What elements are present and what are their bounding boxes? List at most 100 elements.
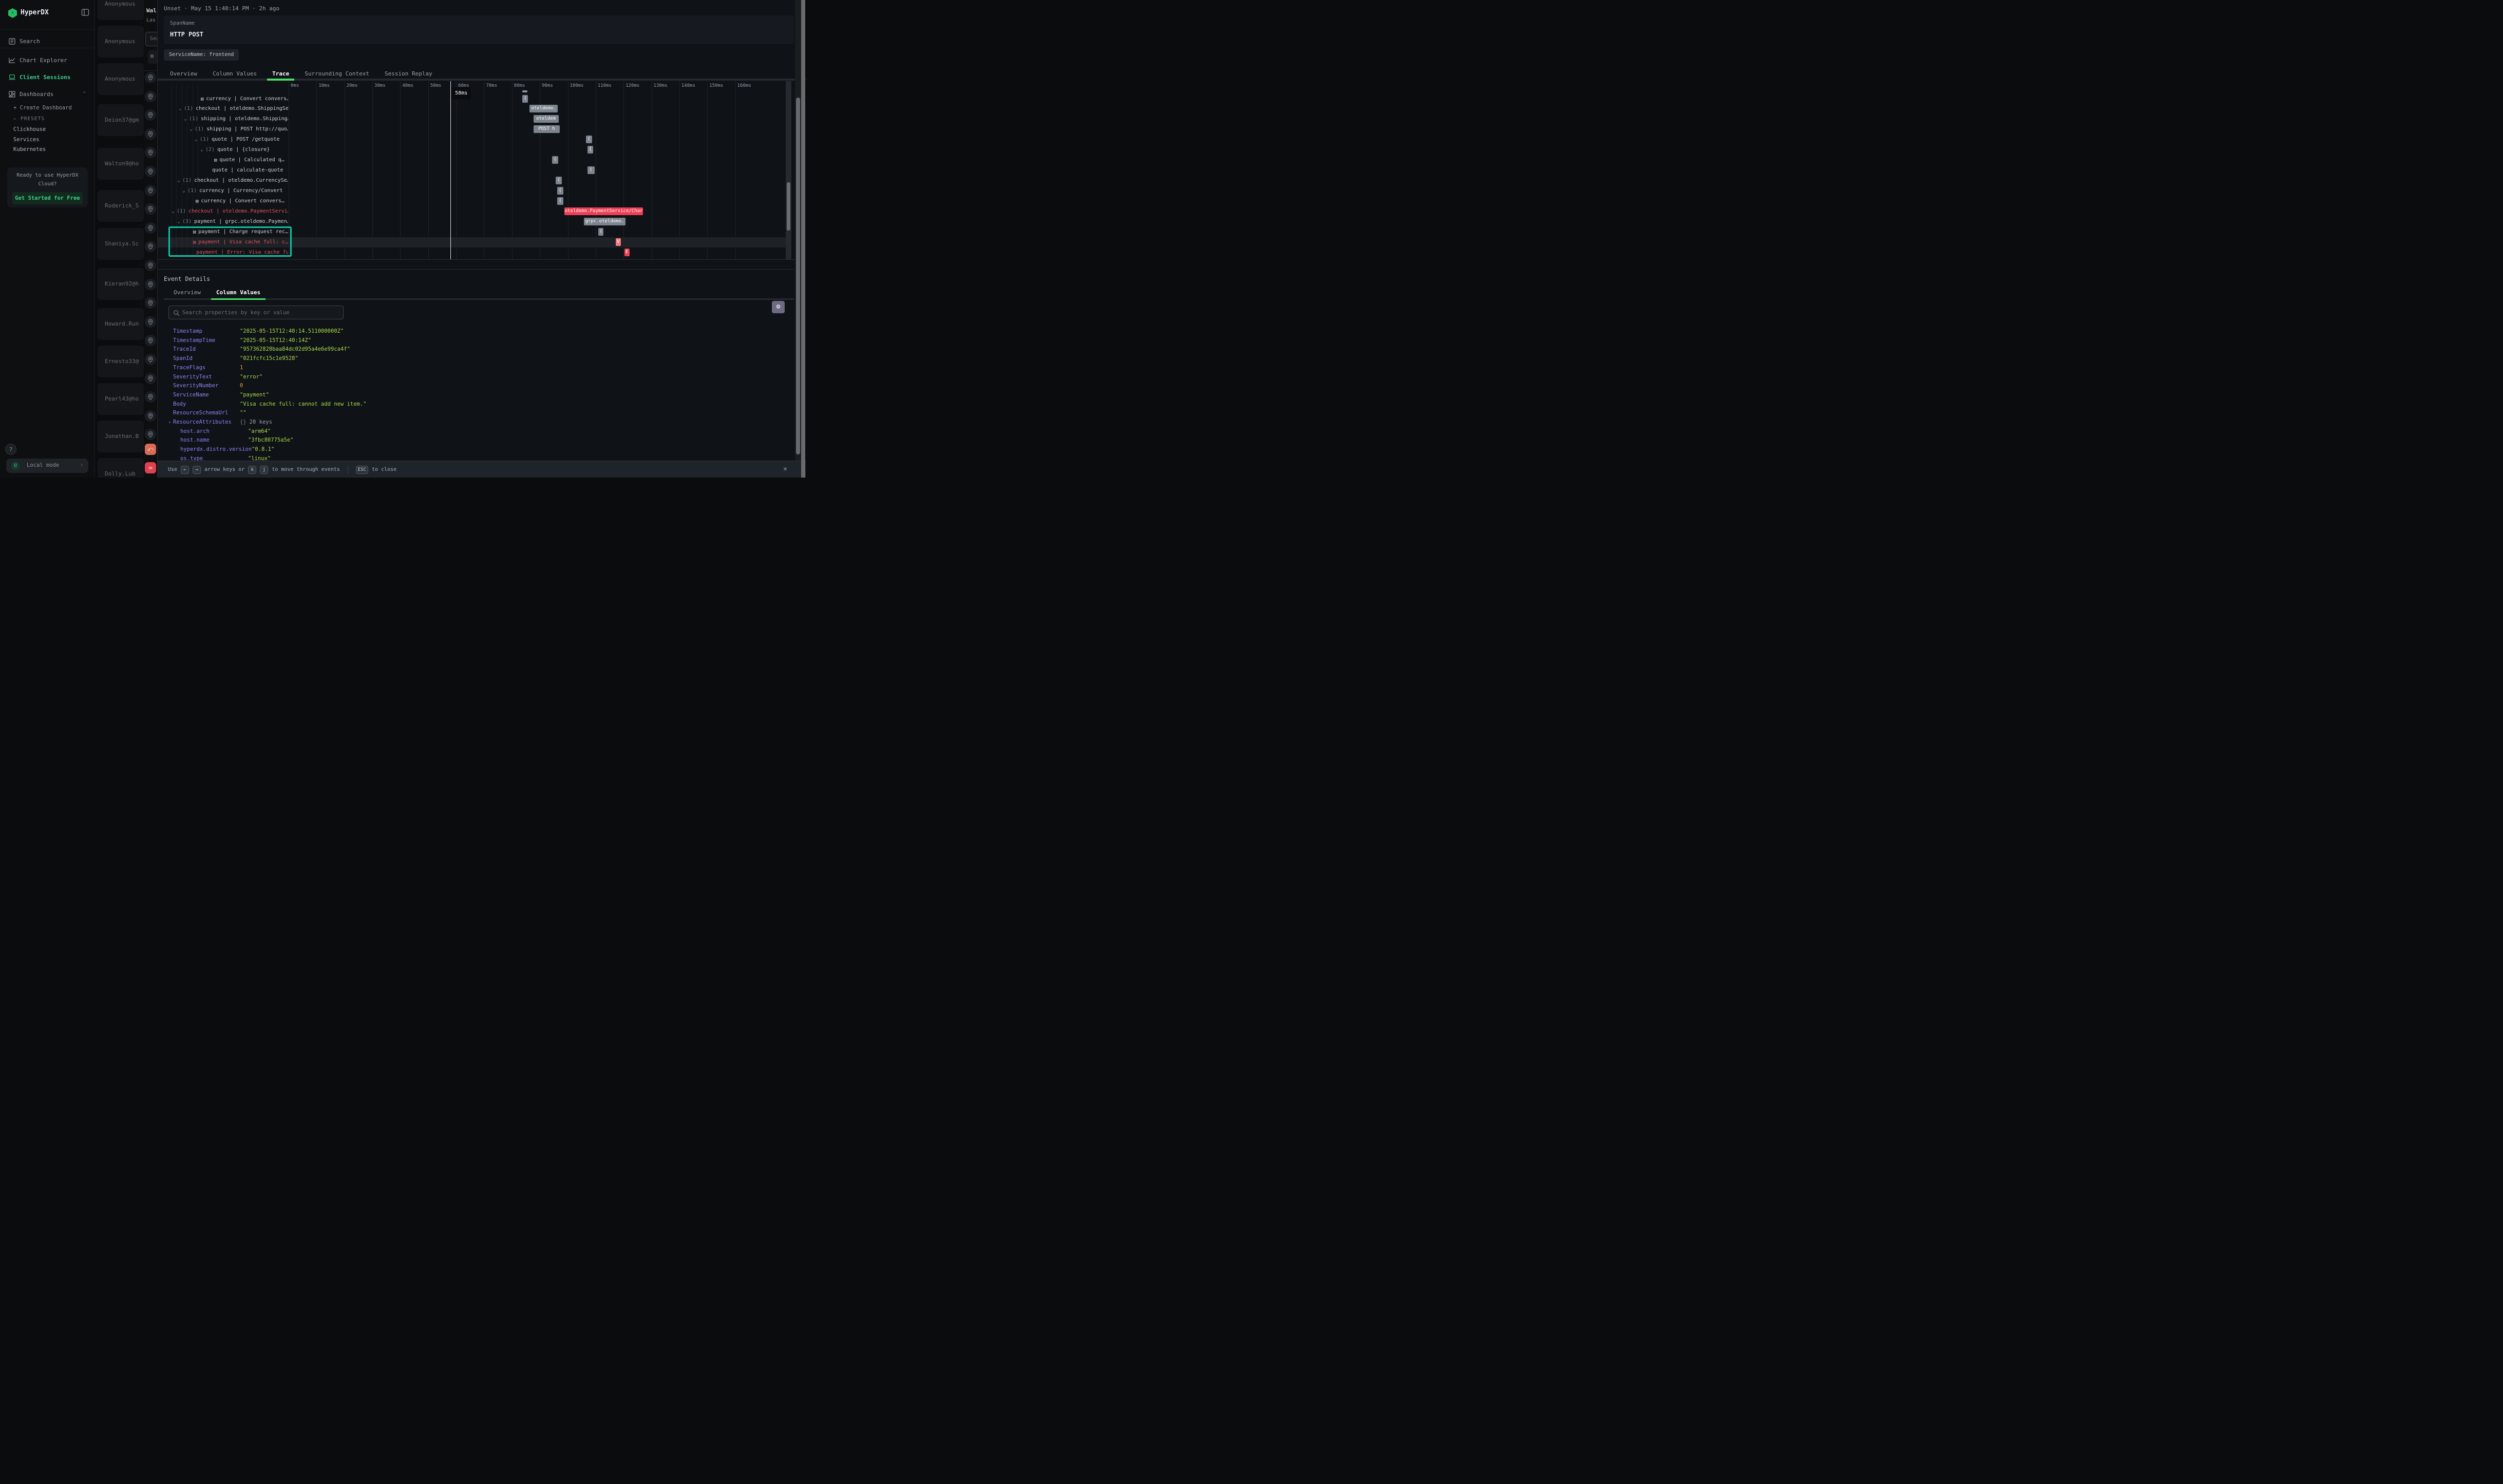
property-search-input[interactable]	[182, 307, 336, 318]
session-pin-icon[interactable]	[145, 297, 156, 309]
session-pin-icon[interactable]	[145, 109, 156, 121]
tab-column-values[interactable]: Column Values	[216, 289, 261, 296]
kv-key[interactable]: os.type	[180, 455, 203, 462]
trace-row[interactable]: ⌄ (3) payment | grpc.oteldemo.Paymen…	[158, 217, 288, 227]
get-started-button[interactable]: Get Started for Free	[12, 192, 83, 204]
session-card[interactable]: Howard.Run	[98, 308, 144, 340]
session-card[interactable]: Deion37@gm	[98, 104, 144, 136]
create-dashboard-button[interactable]: + Create Dashboard	[13, 105, 72, 111]
trace-row[interactable]: ▤ quote | Calculated q…	[158, 155, 288, 165]
session-pin-icon[interactable]	[145, 147, 156, 159]
session-pin-icon[interactable]	[145, 354, 156, 365]
sidebar-item-dashboards[interactable]: Dashboards ⌃	[0, 87, 95, 102]
trace-span-bar[interactable]: {	[587, 146, 594, 154]
session-card[interactable]: Roderick_S	[98, 190, 144, 222]
trace-row[interactable]: ⌄ (1) checkout | oteldemo.PaymentServi…	[158, 206, 288, 217]
session-filter-button[interactable]: H	[148, 50, 157, 64]
trace-span-bar[interactable]: POST h	[533, 125, 560, 134]
session-pin-icon[interactable]	[145, 241, 156, 253]
kv-key[interactable]: hyperdx.distro.version	[180, 446, 252, 453]
trace-span-bar[interactable]: oteldemo.	[529, 105, 558, 113]
kv-key[interactable]: SeverityNumber	[173, 383, 219, 389]
session-card[interactable]: Walton9@ho	[98, 148, 144, 180]
session-card[interactable]: Anonymous	[98, 63, 144, 95]
session-card[interactable]: Kieran92@h	[98, 268, 144, 300]
trace-span-bar[interactable]: (	[598, 227, 604, 236]
modal-scrollbar-thumb[interactable]	[796, 98, 800, 454]
trace-span-bar[interactable]: (	[557, 197, 563, 205]
trace-scrollbar-thumb[interactable]	[787, 182, 790, 231]
trace-row[interactable]: ▤ payment | Charge request rec…	[158, 227, 288, 237]
session-card[interactable]: Anonymous	[98, 26, 144, 58]
chevron-down-icon[interactable]: ⌄	[177, 218, 181, 224]
kv-key[interactable]: host.name	[180, 437, 210, 444]
session-pin-icon[interactable]	[145, 335, 156, 347]
close-icon[interactable]: ✕	[783, 465, 787, 473]
service-name-chip[interactable]: ServiceName: frontend	[164, 49, 239, 61]
session-pin-icon[interactable]	[145, 278, 156, 290]
trace-row[interactable]: ⌄ (2) quote | {closure}	[158, 145, 288, 155]
trace-span-bar[interactable]: oteldem	[533, 115, 559, 123]
kv-key[interactable]: TimestampTime	[173, 337, 216, 344]
chevron-down-icon[interactable]: ⌄	[172, 208, 175, 214]
sidebar-item-chart-explorer[interactable]: Chart Explorer	[0, 53, 95, 68]
kbd-j[interactable]: j	[260, 465, 269, 474]
session-pin-icon[interactable]	[145, 260, 156, 271]
kv-key[interactable]: ResourceSchemaUrl	[173, 410, 229, 416]
session-pin-icon[interactable]	[145, 222, 156, 234]
kbd-→[interactable]: →	[193, 465, 201, 474]
kv-key[interactable]: ResourceAttributes ▾	[168, 418, 240, 427]
kv-key[interactable]: Timestamp	[173, 328, 202, 334]
chevron-down-icon[interactable]: ⌄	[200, 147, 204, 153]
kv-key[interactable]: SeverityText	[173, 373, 212, 380]
preset-item-clickhouse[interactable]: Clickhouse	[0, 126, 95, 138]
session-pin-icon[interactable]	[145, 90, 156, 102]
kbd-ESC[interactable]: ESC	[355, 465, 369, 474]
session-pin-icon[interactable]	[145, 166, 156, 177]
kbd-k[interactable]: k	[248, 465, 257, 474]
kv-key[interactable]: SpanId	[173, 355, 193, 362]
session-card[interactable]: Anonymous	[98, 0, 144, 20]
chevron-down-icon[interactable]: ⌄	[184, 116, 187, 122]
sidebar-item-search[interactable]: Search	[0, 34, 95, 49]
chevron-down-icon[interactable]: ⌄	[189, 126, 193, 132]
session-pin-icon[interactable]	[145, 372, 156, 384]
collapse-triangle-icon[interactable]: ▾	[168, 420, 171, 425]
kbd-←[interactable]: ←	[181, 465, 189, 474]
trace-row[interactable]: ⌄ (1) currency | Currency/Convert	[158, 186, 288, 196]
tab-session-replay[interactable]: Session Replay	[385, 70, 432, 77]
chevron-down-icon[interactable]: ⌄	[182, 188, 186, 194]
session-pin-icon[interactable]	[145, 203, 156, 215]
trace-row[interactable]: ⌄ (1) checkout | oteldemo.ShippingSe…	[158, 104, 288, 114]
tab-surrounding-context[interactable]: Surrounding Context	[305, 70, 370, 77]
trace-row[interactable]: ▤ currency | Convert convers…	[158, 196, 288, 206]
trace-span-bar[interactable]: grpc.oteldemo.	[584, 217, 625, 225]
session-card[interactable]: Ernesto33@	[98, 346, 144, 377]
user-menu[interactable]: U Local mode ›	[6, 459, 88, 473]
session-pin-icon[interactable]	[145, 410, 156, 422]
trace-row[interactable]: ⌄ (1) checkout | oteldemo.CurrencySe…	[158, 176, 288, 186]
gear-icon[interactable]: ⚙	[772, 301, 785, 313]
kv-key[interactable]: ServiceName	[173, 391, 209, 398]
chevron-down-icon[interactable]: ⌄	[177, 178, 181, 184]
trace-span-bar[interactable]: E	[624, 248, 630, 256]
session-alert-icon[interactable]: ⤺	[145, 444, 156, 455]
trace-span-bar[interactable]: oteldemo.PaymentService/Char	[564, 207, 643, 215]
kv-key[interactable]: TraceId	[173, 346, 196, 353]
trace-row[interactable]: payment | Error: Visa cache ful…	[158, 248, 288, 258]
kv-key[interactable]: TraceFlags	[173, 364, 206, 371]
session-pin-icon[interactable]	[145, 184, 156, 196]
help-button[interactable]: ?	[5, 444, 16, 455]
trace-row[interactable]: quote | calculate-quote	[158, 165, 288, 176]
trace-span-bar[interactable]: (	[522, 94, 528, 103]
sidebar-item-client-sessions[interactable]: Client Sessions	[0, 70, 95, 85]
session-card[interactable]: Shaniya.Sc	[98, 228, 144, 260]
presets-toggle[interactable]: PRESETS ⌄	[13, 116, 45, 122]
preset-item-services[interactable]: Services	[0, 137, 95, 148]
trace-row[interactable]: ⌄ (1) quote | POST /getquote	[158, 135, 288, 145]
trace-scrollbar-track[interactable]	[786, 81, 791, 259]
timeline-drag-handle[interactable]	[522, 90, 527, 92]
session-pin-icon[interactable]	[145, 429, 156, 441]
trace-row[interactable]: ▤ currency | Convert convers…	[158, 94, 288, 104]
chevron-down-icon[interactable]: ⌄	[179, 106, 182, 112]
